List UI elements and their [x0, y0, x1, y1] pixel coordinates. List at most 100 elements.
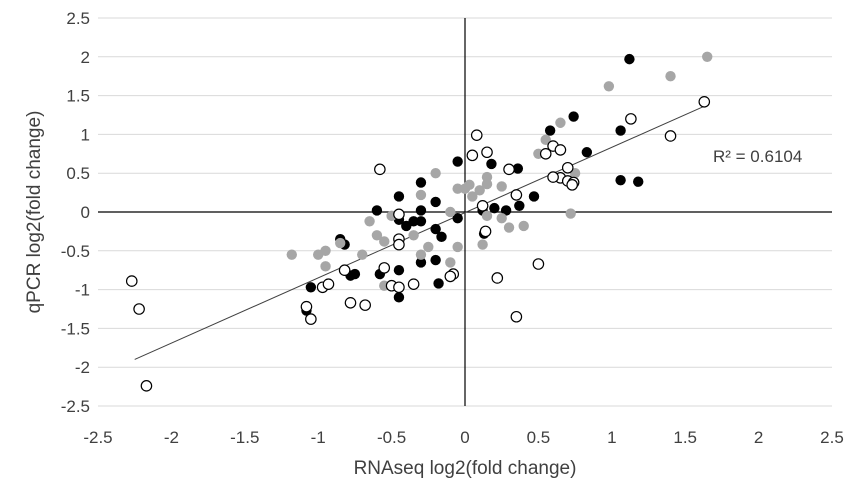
- data-point-black: [500, 205, 512, 216]
- data-point-open: [698, 96, 711, 108]
- data-point-gray: [379, 236, 390, 247]
- data-points: [125, 51, 713, 392]
- y-tick-label: -2: [75, 358, 90, 377]
- data-point-black: [568, 111, 579, 122]
- x-tick-label: -1: [311, 428, 326, 447]
- data-point-open: [305, 313, 317, 325]
- data-point-black: [624, 53, 635, 65]
- data-point-black: [415, 177, 427, 188]
- data-point-gray: [565, 208, 576, 219]
- data-point-open: [503, 163, 515, 176]
- data-point-black: [489, 202, 500, 214]
- data-point-black: [633, 176, 644, 187]
- x-tick-label: -2.5: [83, 428, 112, 447]
- data-point-open: [444, 270, 457, 283]
- data-point-gray: [540, 134, 551, 146]
- y-tick-label: 1: [81, 125, 90, 144]
- data-point-gray: [464, 179, 475, 191]
- data-point-gray: [445, 206, 456, 218]
- data-point-black: [512, 163, 524, 174]
- data-point-open: [393, 281, 405, 294]
- y-tick-label: 0: [81, 203, 90, 222]
- data-point-black: [615, 125, 626, 136]
- data-point-open: [407, 278, 420, 290]
- data-point-gray: [445, 257, 456, 268]
- data-point-black: [514, 200, 525, 211]
- data-point-black: [436, 231, 447, 243]
- data-point-open: [510, 189, 523, 201]
- data-point-black: [305, 282, 317, 293]
- x-tick-label: 2: [754, 428, 763, 447]
- data-point-gray: [665, 71, 676, 82]
- data-point-open: [133, 303, 145, 315]
- data-point-open: [125, 275, 138, 287]
- data-point-black: [393, 265, 405, 276]
- axes: [98, 18, 832, 406]
- x-tick-label: 1.5: [673, 428, 697, 447]
- data-point-gray: [286, 249, 297, 260]
- y-tick-label: -1: [75, 281, 90, 300]
- data-point-gray: [481, 210, 493, 222]
- data-point-black: [415, 257, 427, 268]
- data-point-open: [547, 171, 559, 183]
- data-point-black: [393, 292, 405, 303]
- data-point-black: [415, 216, 427, 227]
- data-point-open: [338, 264, 351, 276]
- data-point-gray: [518, 220, 529, 232]
- data-point-gray: [467, 191, 478, 202]
- data-point-black: [452, 213, 463, 224]
- y-axis-label: qPCR log2(fold change): [24, 111, 45, 314]
- data-point-gray: [415, 189, 427, 201]
- trendline-group: [134, 104, 708, 360]
- data-point-gray: [320, 261, 331, 272]
- data-point-gray: [423, 241, 434, 253]
- data-point-open: [532, 258, 545, 270]
- y-tick-label: 2.5: [66, 9, 90, 28]
- data-point-open: [625, 113, 637, 125]
- data-point-gray: [503, 222, 515, 233]
- data-point-gray: [555, 117, 566, 128]
- data-point-gray: [477, 239, 488, 250]
- data-point-gray: [408, 230, 419, 241]
- y-tick-label: -0.5: [61, 242, 90, 261]
- data-point-open: [476, 199, 489, 212]
- data-point-black: [528, 191, 540, 202]
- x-tick-label: 1: [607, 428, 616, 447]
- trendline: [134, 104, 708, 360]
- data-point-black: [430, 223, 441, 235]
- data-point-open: [554, 144, 567, 156]
- data-point-black: [393, 191, 405, 202]
- data-point-gray: [357, 249, 368, 260]
- data-point-open: [322, 278, 335, 290]
- x-tick-label: 0: [460, 428, 469, 447]
- data-point-gray: [430, 168, 441, 179]
- data-point-black: [401, 220, 412, 232]
- x-tick-label: -0.5: [377, 428, 406, 447]
- tick-labels: 2.5 2 1.5 1 0.5 0 -0.5 -1 -1.5 -2 -2.5 -2.5 -2 -1.5 -1…: [61, 9, 844, 447]
- data-point-open: [566, 179, 578, 191]
- x-tick-label: -2: [164, 428, 179, 447]
- data-point-open: [664, 130, 677, 142]
- y-tick-label: 0.5: [66, 164, 90, 183]
- data-point-open: [510, 310, 523, 323]
- data-point-black: [544, 125, 556, 136]
- data-point-black: [430, 254, 441, 266]
- x-tick-label: -1.5: [230, 428, 259, 447]
- data-point-black: [452, 156, 463, 167]
- data-point-gray: [313, 249, 324, 260]
- r-squared-label: R² = 0.6104: [713, 147, 802, 166]
- data-point-gray: [496, 181, 507, 192]
- data-point-open: [393, 238, 405, 251]
- data-point-gray: [481, 178, 493, 190]
- data-point-black: [486, 158, 497, 170]
- data-point-black: [433, 278, 444, 289]
- x-tick-label: 0.5: [527, 428, 551, 447]
- data-point-open: [561, 161, 574, 174]
- data-point-open: [491, 272, 504, 284]
- data-point-open: [300, 300, 313, 313]
- data-point-black: [615, 174, 626, 186]
- data-point-gray: [452, 241, 463, 253]
- data-point-gray: [371, 230, 383, 241]
- x-axis-label: RNAseq log2(fold change): [354, 458, 577, 479]
